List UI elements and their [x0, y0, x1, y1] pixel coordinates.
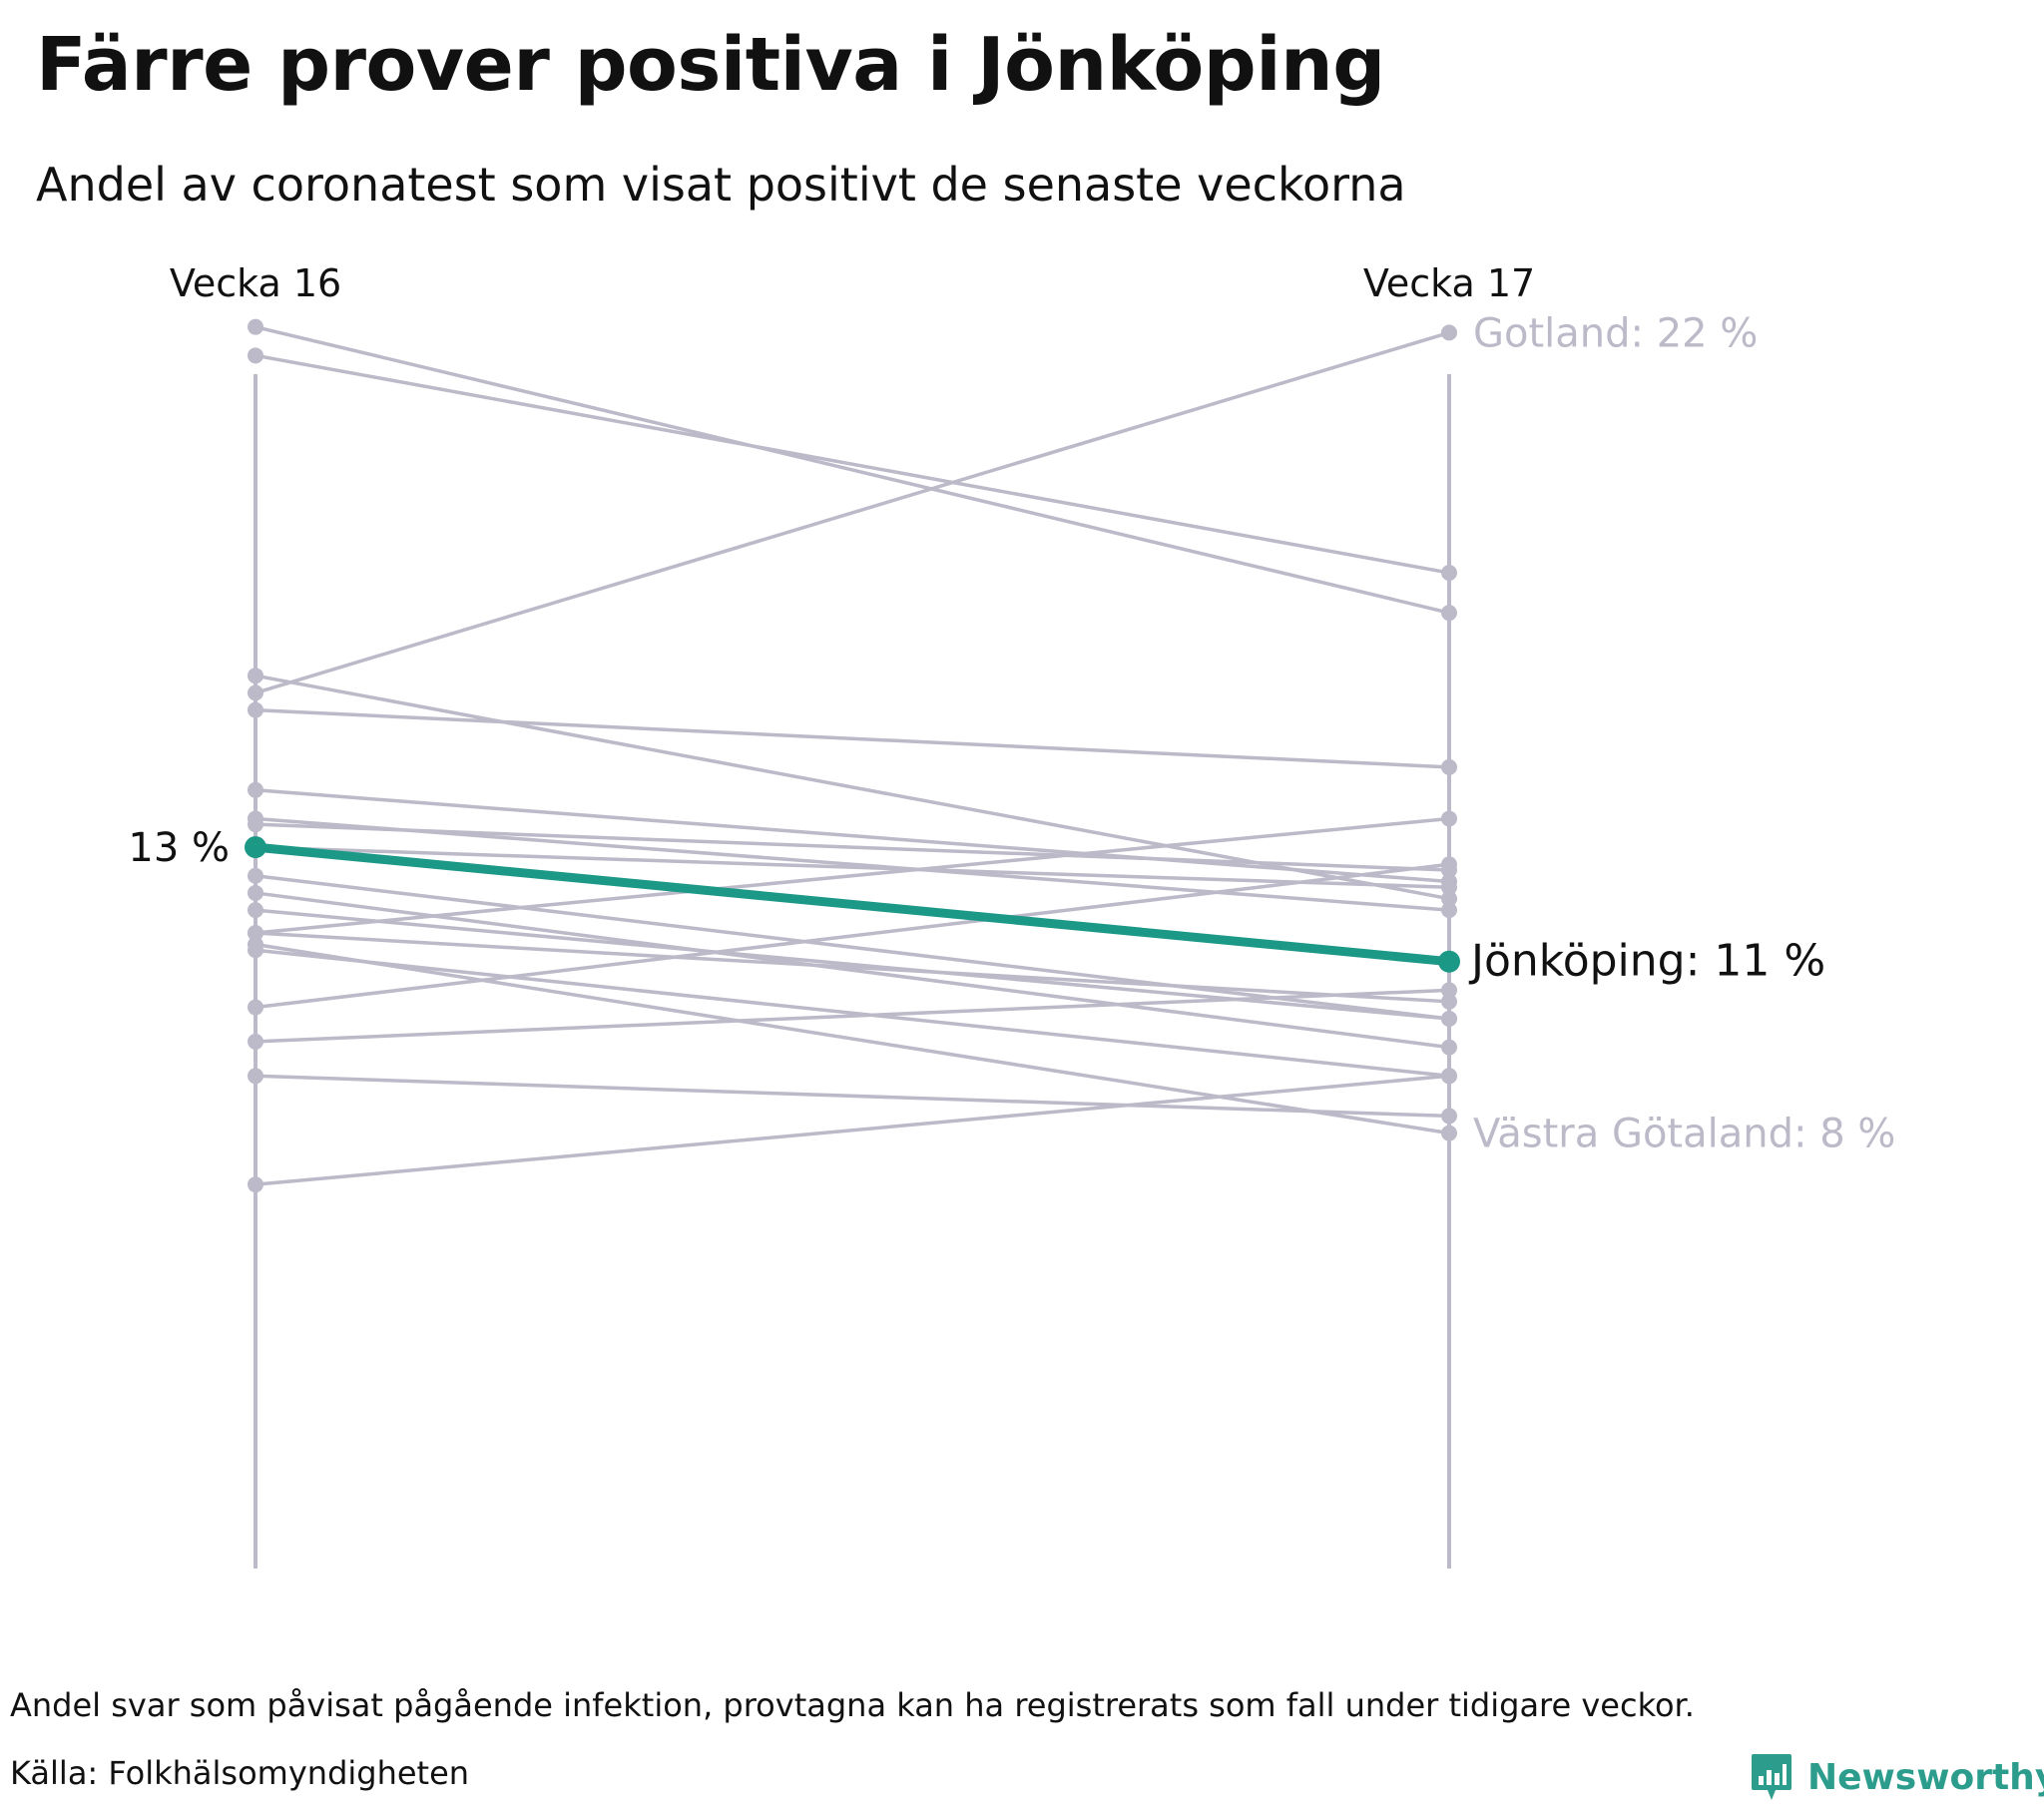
series-line [248, 810, 1457, 942]
series-segment [254, 931, 1451, 1004]
series-segment [254, 942, 1451, 1135]
point-week-17 [1441, 1068, 1457, 1085]
point-week-16 [248, 781, 263, 798]
series-segment [254, 330, 1451, 695]
series-jonkoping [245, 836, 1460, 973]
point-week-17 [1441, 324, 1457, 341]
slope-chart: Vecka 16 Vecka 17 13 % Gotland: 22 % Jönköpi… [128, 261, 1895, 1569]
chart-title: Färre prover positiva i Jönköping [36, 22, 1385, 108]
series-segment [254, 1074, 1451, 1186]
footnote: Andel svar som påvisat pågående infektio… [10, 1686, 1695, 1724]
series-line [248, 668, 1457, 907]
point-week-16 [248, 347, 263, 364]
week-header-2: Vecka 17 [1363, 261, 1535, 305]
series-segment [254, 845, 1451, 889]
series-segment [254, 874, 1451, 1021]
point-week-16 [248, 884, 263, 901]
point-week-17 [1441, 993, 1457, 1010]
point-week-16 [245, 836, 266, 859]
point-week-17 [1441, 1011, 1457, 1027]
series-line [248, 1068, 1457, 1193]
series-line [248, 701, 1457, 775]
series-segment [254, 816, 1451, 912]
point-week-16 [248, 1068, 263, 1085]
series-segment [254, 1074, 1451, 1119]
point-week-17 [1441, 1108, 1457, 1125]
point-week-16 [248, 701, 263, 718]
series-segment [254, 707, 1451, 769]
brand-name: Newsworthy [1807, 1756, 2044, 1798]
point-week-17 [1438, 950, 1460, 973]
point-week-16 [248, 684, 263, 701]
brand-logo: Newsworthy [1750, 1748, 2044, 1806]
series-segment [254, 908, 1451, 1021]
point-week-17 [1441, 810, 1457, 827]
week-header-1: Vecka 16 [170, 261, 341, 305]
point-week-16 [248, 318, 263, 335]
chart-subtitle: Andel av coronatest som visat positivt d… [36, 158, 1406, 212]
source-note: Källa: Folkhälsomyndigheten [10, 1754, 470, 1792]
series-segment [254, 891, 1451, 1050]
series-line [248, 902, 1457, 1027]
point-week-16 [248, 902, 263, 919]
point-week-16 [248, 925, 263, 942]
bar-chart-icon [1752, 1754, 1791, 1800]
series-segment [254, 862, 1451, 1010]
series-line [248, 1068, 1457, 1125]
series-segment [254, 988, 1451, 1044]
point-week-17 [1441, 605, 1457, 622]
point-week-17 [1441, 879, 1457, 896]
series-line [248, 884, 1457, 1056]
point-week-16 [248, 867, 263, 884]
label-start-value: 13 % [128, 825, 230, 871]
label-gotland: Gotland: 22 % [1473, 310, 1758, 356]
series-line [248, 810, 1457, 919]
label-jonkoping: Jönköping: 11 % [1468, 936, 1825, 987]
point-week-17 [1441, 1125, 1457, 1141]
series-segment [254, 816, 1451, 935]
point-week-16 [248, 1176, 263, 1193]
point-week-17 [1441, 902, 1457, 919]
series-segment [254, 353, 1451, 575]
series-line [248, 347, 1457, 582]
point-week-17 [1441, 758, 1457, 775]
series-line [248, 982, 1457, 1050]
series-line [248, 856, 1457, 1016]
point-week-16 [248, 816, 263, 833]
point-week-17 [1441, 982, 1457, 999]
series-segment [254, 822, 1451, 872]
point-week-16 [248, 668, 263, 684]
point-week-16 [248, 999, 263, 1016]
series-segment [254, 788, 1451, 884]
series-segment [254, 948, 1451, 1079]
point-week-16 [248, 1033, 263, 1050]
point-week-17 [1441, 565, 1457, 582]
point-week-16 [248, 942, 263, 959]
point-week-17 [1441, 1039, 1457, 1056]
point-week-17 [1441, 890, 1457, 907]
point-week-17 [1441, 856, 1457, 873]
label-vastra-gotaland: Västra Götaland: 8 % [1473, 1112, 1895, 1157]
series-segment [254, 324, 1451, 615]
series-segment [251, 842, 1454, 967]
series-line [248, 318, 1457, 622]
series-line [248, 324, 1457, 701]
